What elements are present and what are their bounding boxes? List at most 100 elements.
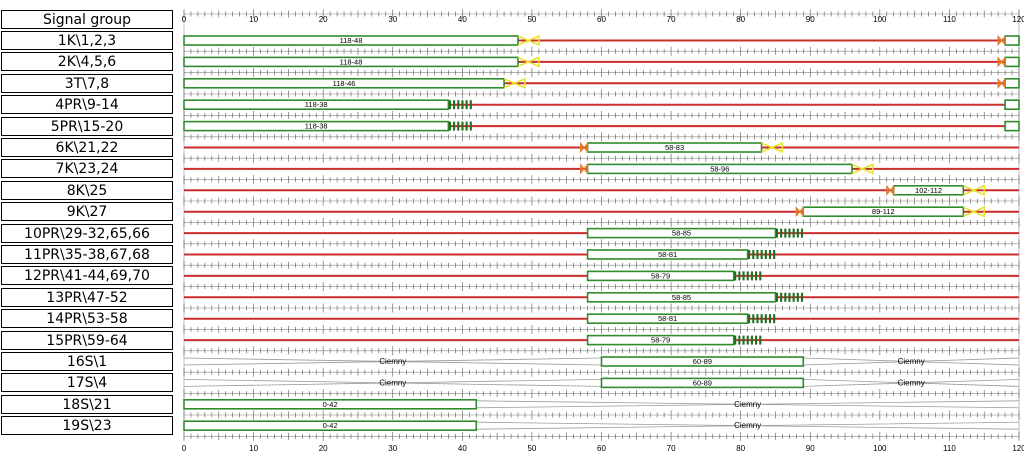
row-separator-ticks [183,153,1020,163]
signal-group-header: Signal group [1,10,173,29]
dark-phase-segment [803,379,1020,387]
signal-row: 89-112 [184,206,1019,218]
red-yellow-phase-mark [795,206,804,218]
x-tick-label-bottom: 0 [182,444,187,453]
green-phase-bar [586,334,735,346]
dark-phase-segment [183,379,602,387]
x-tick-label-bottom: 110 [943,444,956,453]
yellow-phase-mark [851,163,874,175]
green-phase-label: 118-46 [333,79,356,88]
signal-group-row-label: 10PR\29-32,65,66 [1,223,173,243]
row-separator-ticks [183,89,1020,99]
dark-phase-segment [183,357,602,366]
signal-group-row-label: 4PR\9-14 [1,95,173,115]
signal-row: 118-48 [183,34,1020,47]
yellow-phase-mark [761,141,784,154]
green-phase-label: 118-38 [305,122,328,131]
signal-row: 58-96 [184,163,1019,175]
green-phase-label: 60-89 [693,378,712,387]
row-separator-ticks [183,110,1020,120]
signal-row: 102-112 [184,184,1019,196]
signal-row: 58-85 [184,227,1019,239]
x-tick-label-top: 70 [667,15,676,24]
x-tick-label-top: 30 [388,15,397,24]
x-tick-label-top: 50 [527,15,536,24]
row-separator-ticks [183,175,1020,185]
green-phase-bar [1004,78,1020,89]
x-tick-label-bottom: 40 [458,444,467,453]
green-phase-label: 58-79 [651,271,670,280]
green-phase-label: 118-48 [340,36,363,45]
red-yellow-phase-mark [580,141,589,154]
x-tick-label-top: 0 [182,15,187,24]
signal-row: 58-79 [184,270,1019,282]
signal-row: 58-85 [184,291,1019,303]
top-tick-strip [183,9,1020,19]
signal-row: 58-81 [184,249,1019,260]
red-yellow-phase-mark [886,184,895,196]
x-tick-label-bottom: 10 [249,444,258,453]
row-separator-ticks [183,68,1020,78]
signal-row: 58-83 [184,141,1019,154]
yellow-phase-mark [963,206,985,218]
green-phase-bar [1004,99,1020,110]
x-tick-label-bottom: 30 [388,444,397,453]
dark-phase-segment [803,357,1020,366]
x-tick-label-bottom: 50 [527,444,536,453]
row-separator-ticks [183,217,1020,227]
yellow-phase-mark [503,77,526,89]
x-tick-label-top: 10 [249,15,258,24]
signal-group-row-label: 17S\4 [1,373,173,393]
green-phase-bar [1004,120,1020,132]
dark-phase-label: Ciemny [379,378,406,387]
green-phase-bar [183,35,519,46]
row-separator-ticks [183,324,1020,334]
green-phase-bar [586,313,749,325]
row-separator-ticks [183,239,1020,249]
signal-group-row-label: 2K\4,5,6 [1,52,173,72]
green-phase-label: 58-85 [672,229,691,238]
signal-row: Ciemny Ciemny 60-89 [183,377,1020,389]
x-tick-label-top: 90 [806,15,815,24]
signal-group-row-label: 13PR\47-52 [1,287,173,307]
green-phase-bar [586,270,735,282]
red-yellow-phase-mark [580,163,589,175]
green-phase-bar [183,398,478,410]
green-phase-bar [600,356,805,367]
x-tick-label-bottom: 100 [873,444,887,453]
green-phase-bar [1004,35,1020,46]
signal-group-row-label: 15PR\59-64 [1,330,173,350]
signal-group-row-label: 5PR\15-20 [1,116,173,136]
green-phase-bar [183,120,450,132]
dark-phase-segment [476,400,1020,409]
row-separator-ticks [183,346,1020,356]
signal-group-row-label: 12PR\41-44,69,70 [1,266,173,286]
dark-phase-label: Ciemny [734,400,761,409]
row-separator-ticks [183,389,1020,399]
green-phase-label: 118-48 [340,57,363,66]
signal-group-row-label: 14PR\53-58 [1,309,173,329]
signal-row: 58-79 [184,334,1019,346]
green-phase-bar [586,249,749,260]
green-phase-label: 60-89 [693,357,712,366]
yellow-phase-mark [963,184,985,196]
x-tick-label-top: 100 [873,15,887,24]
green-phase-bar [183,56,519,68]
green-phase-label: 89-112 [872,207,895,216]
x-tick-label-top: 60 [597,15,606,24]
row-separator-ticks [183,303,1020,313]
green-phase-label: 58-85 [672,293,691,302]
red-yellow-phase-mark [997,34,1006,47]
row-separator-ticks [183,367,1020,377]
x-tick-label-top: 110 [943,15,956,24]
signal-group-labels: Signal group 1K\1,2,3 2K\4,5,6 3T\7,8 4PR\9… [0,0,178,456]
green-phase-label: 58-83 [665,143,684,152]
dark-phase-label: Ciemny [379,357,406,366]
signal-row: Ciemny 0-42 [183,420,1020,432]
x-tick-label-top: 20 [319,15,328,24]
green-phase-bar [183,78,505,89]
green-phase-bar [183,420,478,432]
red-yellow-phase-mark [997,56,1006,68]
signal-group-row-label: 11PR\35-38,67,68 [1,245,173,264]
